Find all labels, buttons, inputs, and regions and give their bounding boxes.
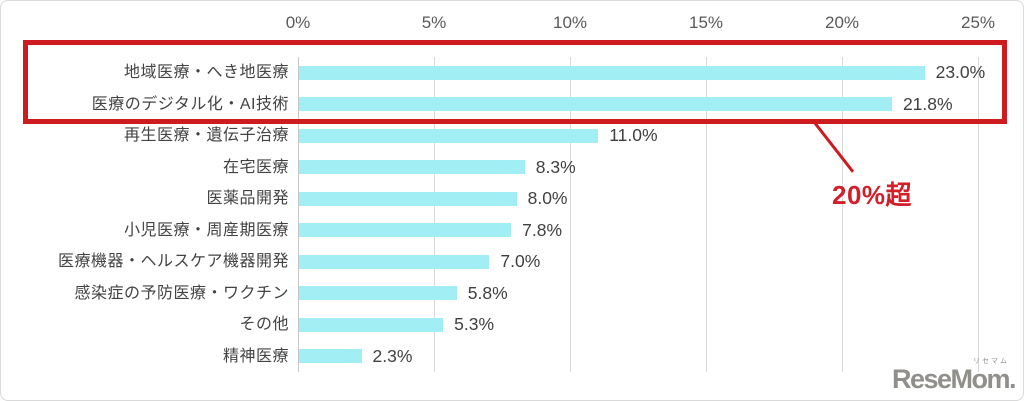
category-label: 感染症の予防医療・ワクチン [74, 284, 289, 302]
category-label: 地域医療・へき地医療 [123, 64, 289, 81]
resemom-logo-text: ReseMom. [891, 364, 1017, 394]
bar-row: 23.0% [298, 57, 985, 89]
category-label: 医療機器・ヘルスケア機器開発 [57, 253, 289, 270]
gridline [570, 57, 571, 372]
gridline [706, 57, 707, 372]
bar-row: 5.3% [298, 309, 978, 341]
category-labels: 地域医療・へき地医療医療のデジタル化・AI技術再生医療・遺伝子治療在宅医療医薬品… [1, 57, 289, 372]
value-label: 5.3% [454, 314, 495, 334]
category-label: 精神医療 [222, 347, 289, 365]
x-axis-tick: 15% [688, 13, 724, 32]
bar-row: 7.8% [298, 215, 978, 247]
category-label: 再生医療・遺伝子治療 [123, 127, 289, 144]
bar [299, 286, 457, 300]
bar [299, 254, 490, 269]
x-axis-tick: 0% [285, 13, 311, 32]
category-label: その他 [239, 316, 289, 333]
bar [299, 65, 925, 80]
value-label: 7.8% [522, 219, 563, 240]
x-axis-tick: 10% [552, 13, 588, 32]
bar-row: 7.0% [298, 246, 978, 278]
x-axis: 0% 5% 10% 15% 20% 25% [1, 13, 1023, 35]
resemom-logo: リセマム ReseMom. [891, 358, 1017, 394]
bar-row: 8.3% [298, 152, 978, 184]
bar [299, 349, 362, 363]
bar-row: 8.0% [298, 183, 978, 215]
category-label: 医薬品開発 [206, 190, 289, 207]
bar [299, 128, 599, 143]
bar-row: 21.8% [298, 89, 978, 121]
bar-row: 5.8% [298, 278, 978, 310]
plot-area: 23.0% 21.8% 11.0% 8.3% 8.0% 7.8% 7.0% 5.8% 5.3% 2… [298, 57, 985, 373]
category-label: 医療のデジタル化・AI技術 [91, 95, 289, 113]
value-label: 11.0% [609, 125, 658, 145]
value-label: 7.0% [500, 251, 541, 271]
gridline [842, 57, 843, 372]
bar-row: 2.3% [298, 341, 978, 373]
x-axis-tick: 5% [421, 13, 447, 32]
y-axis-line [298, 57, 299, 372]
x-axis-tick: 25% [960, 13, 996, 32]
value-label: 8.3% [535, 156, 576, 177]
gridline [434, 57, 435, 372]
bar-row: 11.0% [298, 120, 978, 152]
category-label: 在宅医療 [222, 158, 289, 176]
value-label: 5.8% [467, 282, 508, 303]
resemom-logo-ruby: リセマム [973, 358, 1009, 365]
value-label: 23.0% [935, 62, 986, 82]
x-axis-tick: 20% [824, 13, 860, 32]
value-label: 21.8% [902, 93, 953, 114]
bar [299, 317, 444, 332]
bar [299, 223, 512, 237]
bar [299, 160, 525, 174]
bar [299, 97, 892, 111]
bar [299, 191, 517, 206]
category-label: 小児医療・周産期医療 [123, 221, 289, 239]
value-label: 2.3% [372, 345, 413, 366]
value-label: 8.0% [527, 188, 568, 208]
gridline [978, 57, 979, 372]
annotation-label: 20%超 [832, 180, 913, 210]
